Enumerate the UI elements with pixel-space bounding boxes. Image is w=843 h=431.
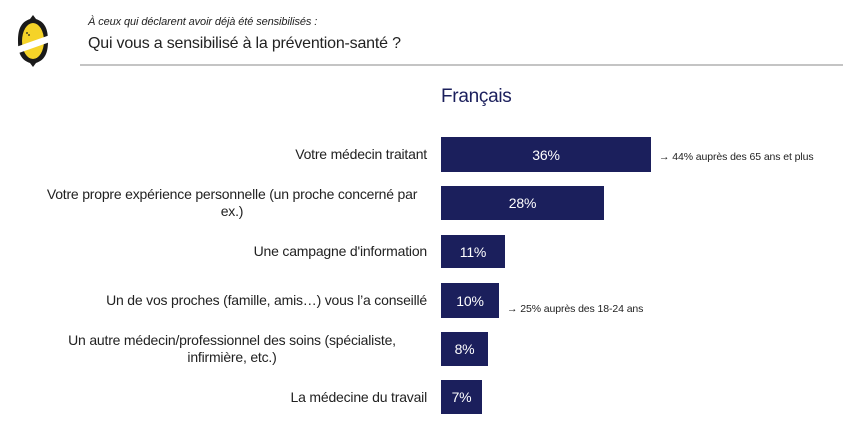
category-label-line: Un autre médecin/professionnel des soins… [68,332,396,348]
bar: 8% [441,332,488,366]
bar: 10% [441,283,499,318]
category-label: Un de vos proches (famille, amis…) vous … [27,292,427,309]
category-label-line: ex.) [220,203,244,219]
category-label: Votre médecin traitant [27,146,427,163]
bar: 7% [441,380,482,414]
category-label: Une campagne d'information [27,243,428,260]
subgroup-annotation: → 44% auprès des 65 ans et plus [659,151,814,163]
lemon-logo-icon [16,15,50,67]
category-label: La médecine du travail [27,388,428,406]
question-title: Qui vous a sensibilisé à la prévention-s… [88,35,401,52]
category-label-line: Votre médecin traitant [295,146,427,162]
bar: 11% [441,235,505,268]
question-subtitle: À ceux qui déclarent avoir déjà été sens… [88,16,318,28]
subgroup-annotation: → 25% auprès des 18-24 ans [507,303,644,315]
category-label-line: Une campagne d'information [253,243,428,259]
bar-value-label: 11% [459,243,487,260]
bar: 28% [441,186,604,220]
bar: 36% [441,137,651,172]
bar-value-label: 8% [454,341,475,357]
chart-title: Français [441,86,512,107]
bar-value-label: 28% [508,195,537,211]
category-label-line: Un de vos proches (famille, amis…) vous … [106,292,427,308]
bar-value-label: 7% [451,389,472,405]
bar-value-label: 36% [532,146,560,163]
category-label: Un autre médecin/professionnel des soins… [37,332,427,366]
header-divider [80,64,843,66]
category-label-line: infirmière, etc.) [187,349,277,365]
category-label: Votre propre expérience personnelle (un … [37,186,427,220]
category-label-line: La médecine du travail [290,388,428,405]
category-label-line: Votre propre expérience personnelle (un … [46,186,418,202]
bar-value-label: 10% [456,292,484,309]
